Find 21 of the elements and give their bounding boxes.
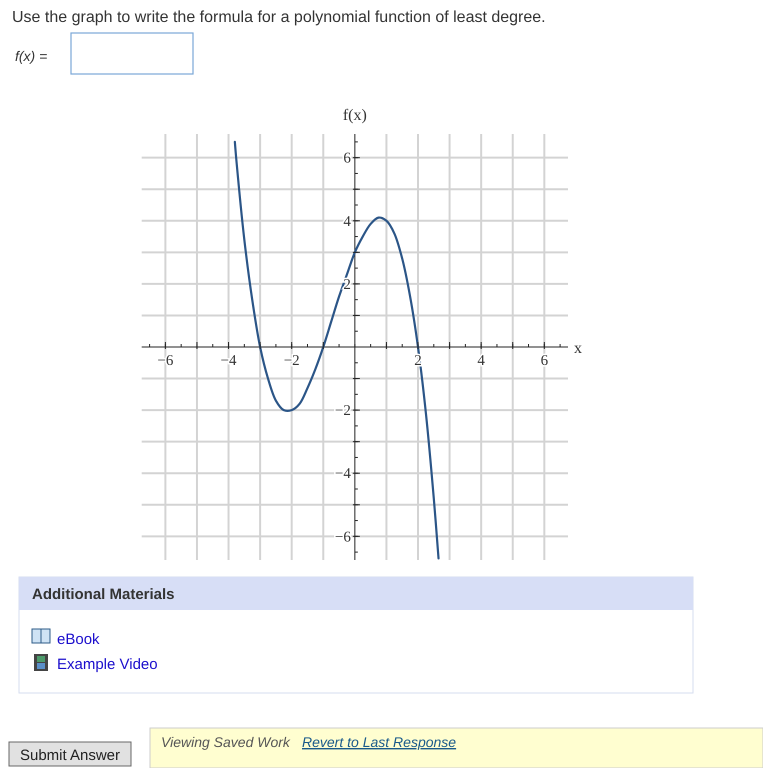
- chart-title: Use the graph to write the formula for a polynomial function of least degree.: [12, 9, 546, 26]
- text: Example Video: [57, 656, 158, 673]
- text: eBook: [57, 631, 100, 648]
- x-axis-title: x: [574, 340, 582, 357]
- x-tick-label: 6: [540, 353, 549, 369]
- y-tick-label: 2: [343, 276, 351, 293]
- text: Additional Materials: [32, 586, 175, 603]
- text: f(x) =: [15, 48, 48, 64]
- x-tick-label: −6: [157, 353, 174, 369]
- text: Submit Answer: [20, 747, 120, 764]
- text: Revert to Last Response: [302, 734, 456, 750]
- y-tick-label: −2: [334, 403, 351, 420]
- y-tick-label: −6: [334, 529, 352, 546]
- text: Viewing Saved Work: [161, 734, 291, 750]
- x-tick-label: −2: [284, 353, 300, 369]
- y-tick-label: −4: [334, 466, 352, 482]
- y-tick-label: 6: [343, 150, 352, 167]
- x-tick-label: −4: [220, 353, 238, 369]
- y-tick-label: 4: [343, 214, 352, 230]
- x-tick-label: 4: [477, 353, 486, 369]
- y-axis-title: f(x): [342, 107, 367, 124]
